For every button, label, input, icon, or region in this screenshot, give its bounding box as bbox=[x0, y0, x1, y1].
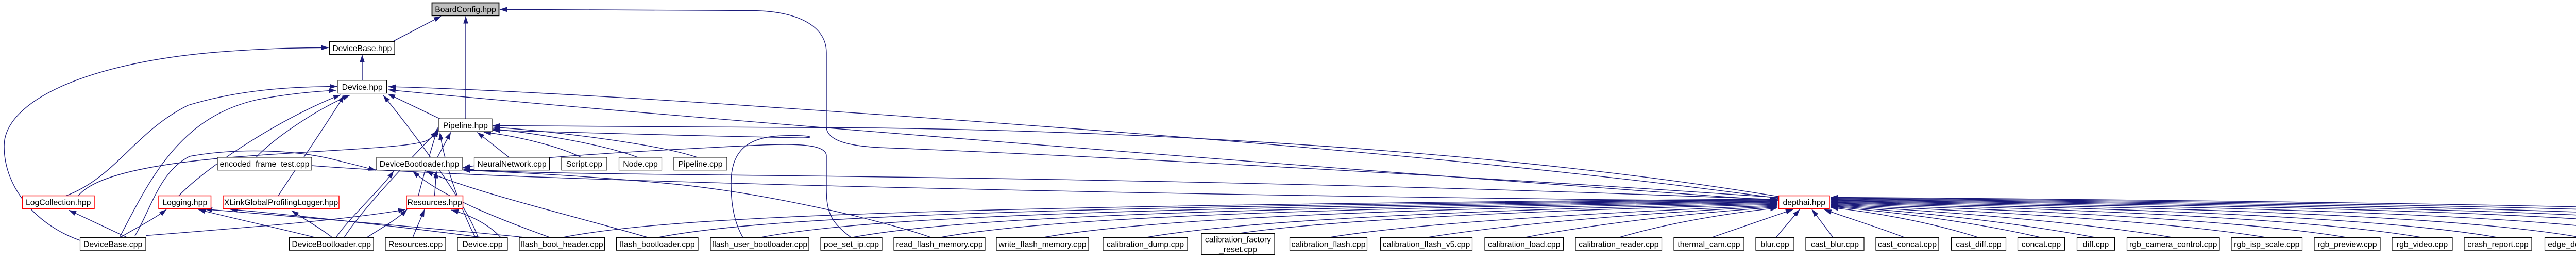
svg-text:DeviceBase.cpp: DeviceBase.cpp bbox=[83, 240, 142, 249]
svg-text:flash_user_bootloader.cpp: flash_user_bootloader.cpp bbox=[712, 240, 808, 249]
svg-text:blur.cpp: blur.cpp bbox=[1760, 240, 1789, 249]
svg-text:calibration_flash.cpp: calibration_flash.cpp bbox=[1291, 240, 1365, 249]
svg-text:crash_report.cpp: crash_report.cpp bbox=[2467, 240, 2529, 249]
svg-text:Pipeline.hpp: Pipeline.hpp bbox=[443, 121, 488, 130]
svg-text:BoardConfig.hpp: BoardConfig.hpp bbox=[435, 6, 496, 14]
svg-text:calibration_load.cpp: calibration_load.cpp bbox=[1488, 240, 1561, 249]
svg-text:calibration_dump.cpp: calibration_dump.cpp bbox=[1107, 240, 1184, 249]
svg-text:calibration_reader.cpp: calibration_reader.cpp bbox=[1579, 240, 1659, 249]
svg-text:rgb_isp_scale.cpp: rgb_isp_scale.cpp bbox=[2234, 240, 2300, 249]
svg-text:cast_blur.cpp: cast_blur.cpp bbox=[1811, 240, 1859, 249]
svg-text:flash_bootloader.cpp: flash_bootloader.cpp bbox=[620, 240, 695, 249]
svg-text:Script.cpp: Script.cpp bbox=[566, 160, 602, 169]
svg-text:encoded_frame_test.cpp: encoded_frame_test.cpp bbox=[220, 160, 310, 169]
svg-text:XLinkGlobalProfilingLogger.hpp: XLinkGlobalProfilingLogger.hpp bbox=[224, 199, 338, 207]
svg-text:poe_set_ip.cpp: poe_set_ip.cpp bbox=[824, 240, 879, 249]
svg-text:cast_concat.cpp: cast_concat.cpp bbox=[1878, 240, 1937, 249]
svg-text:cast_diff.cpp: cast_diff.cpp bbox=[1956, 240, 2002, 249]
svg-text:DeviceBootloader.hpp: DeviceBootloader.hpp bbox=[380, 160, 460, 169]
svg-text:DeviceBase.hpp: DeviceBase.hpp bbox=[332, 44, 392, 53]
svg-text:Resources.cpp: Resources.cpp bbox=[388, 240, 443, 249]
svg-text:edge_detector.cpp: edge_detector.cpp bbox=[2548, 240, 2576, 249]
svg-text:Resources.hpp: Resources.hpp bbox=[408, 199, 462, 207]
svg-text:rgb_preview.cpp: rgb_preview.cpp bbox=[2317, 240, 2377, 249]
svg-text:_reset.cpp: _reset.cpp bbox=[1218, 245, 1257, 254]
svg-text:depthai.hpp: depthai.hpp bbox=[1783, 199, 1826, 207]
svg-text:read_flash_memory.cpp: read_flash_memory.cpp bbox=[896, 240, 983, 249]
svg-text:write_flash_memory.cpp: write_flash_memory.cpp bbox=[998, 240, 1086, 249]
svg-text:Device.hpp: Device.hpp bbox=[342, 83, 383, 92]
svg-text:NeuralNetwork.cpp: NeuralNetwork.cpp bbox=[477, 160, 547, 169]
svg-text:LogCollection.hpp: LogCollection.hpp bbox=[26, 199, 91, 207]
svg-text:DeviceBootloader.cpp: DeviceBootloader.cpp bbox=[292, 240, 371, 249]
svg-text:diff.cpp: diff.cpp bbox=[2083, 240, 2109, 249]
svg-text:thermal_cam.cpp: thermal_cam.cpp bbox=[1677, 240, 1740, 249]
svg-text:Device.cpp: Device.cpp bbox=[462, 240, 502, 249]
svg-text:Pipeline.cpp: Pipeline.cpp bbox=[678, 160, 722, 169]
svg-text:rgb_video.cpp: rgb_video.cpp bbox=[2397, 240, 2448, 249]
svg-text:calibration_flash_v5.cpp: calibration_flash_v5.cpp bbox=[1383, 240, 1470, 249]
svg-text:Node.cpp: Node.cpp bbox=[623, 160, 658, 169]
svg-text:flash_boot_header.cpp: flash_boot_header.cpp bbox=[521, 240, 603, 249]
svg-text:Logging.hpp: Logging.hpp bbox=[162, 199, 207, 207]
svg-text:calibration_factory: calibration_factory bbox=[1205, 235, 1271, 244]
svg-text:concat.cpp: concat.cpp bbox=[2022, 240, 2061, 249]
svg-text:rgb_camera_control.cpp: rgb_camera_control.cpp bbox=[2129, 240, 2217, 249]
